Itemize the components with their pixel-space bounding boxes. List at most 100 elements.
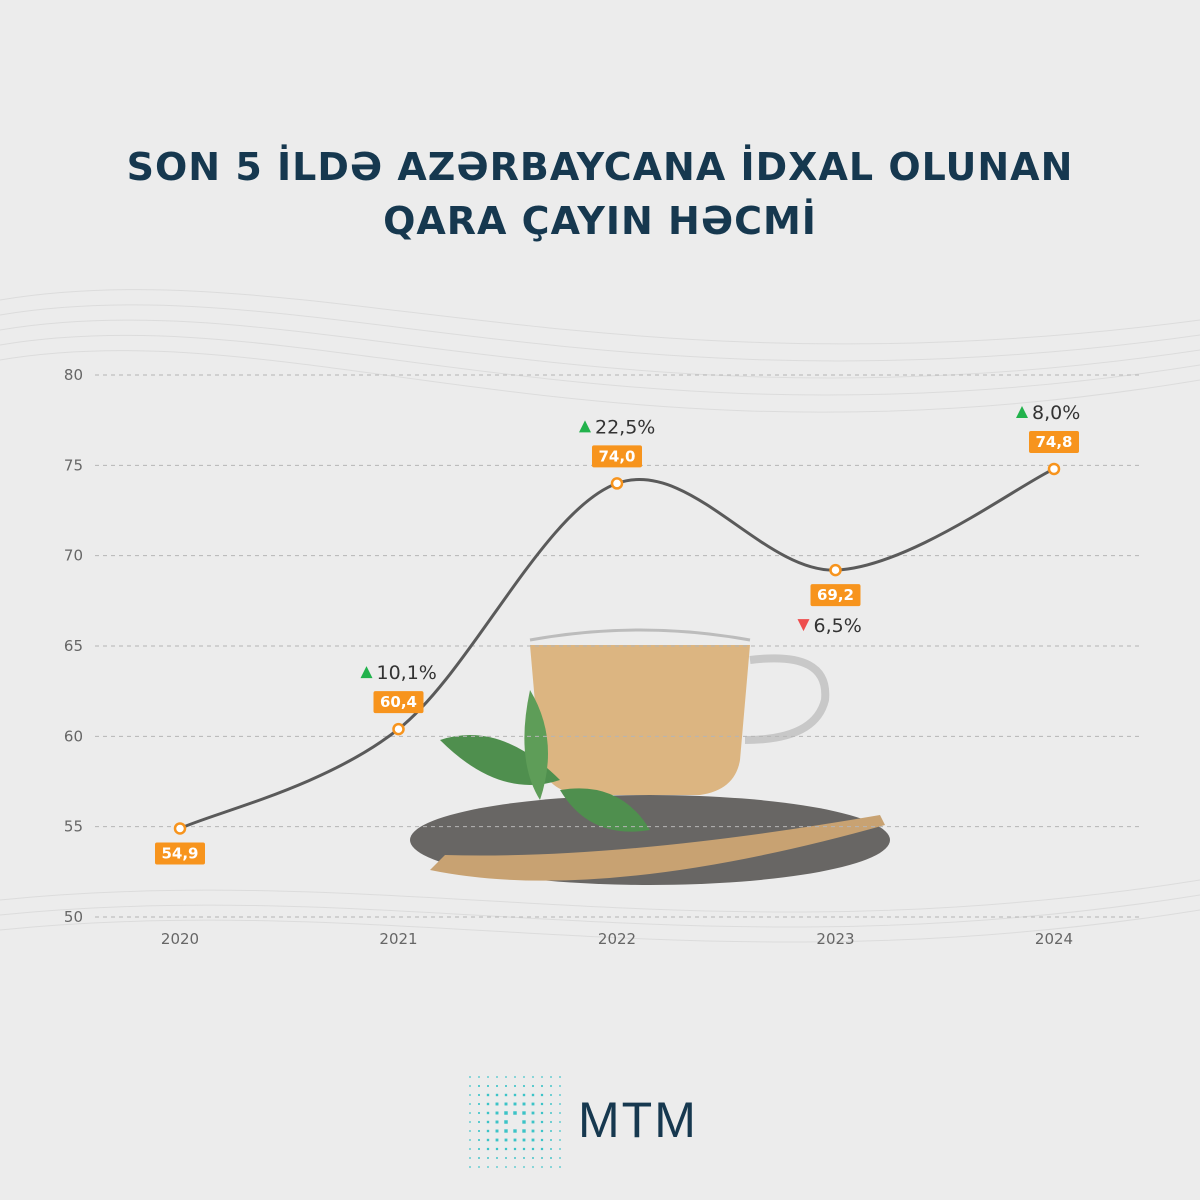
logo-dot xyxy=(514,1076,516,1078)
logo-dot xyxy=(522,1138,526,1142)
logo-dot xyxy=(522,1129,526,1133)
value-label-text: 69,2 xyxy=(817,586,854,604)
logo-dot xyxy=(478,1094,480,1096)
logo-dot xyxy=(487,1157,489,1159)
change-text: 6,5% xyxy=(814,615,862,637)
logo-dot xyxy=(504,1102,508,1106)
y-tick-label: 75 xyxy=(64,456,83,474)
logo-dot xyxy=(523,1166,525,1168)
logo-dot xyxy=(531,1147,535,1151)
logo-dot xyxy=(531,1129,535,1133)
logo-dot xyxy=(540,1102,544,1106)
logo-dot xyxy=(550,1130,552,1132)
logo-dot xyxy=(478,1130,480,1132)
logo-dot xyxy=(496,1166,498,1168)
logo-dot xyxy=(523,1085,525,1087)
logo-dot xyxy=(559,1103,561,1105)
logo-dot xyxy=(495,1093,499,1097)
logo-dot xyxy=(469,1139,471,1141)
logo-dot xyxy=(504,1120,508,1124)
logo-dot xyxy=(514,1085,516,1087)
logo-dot xyxy=(478,1085,480,1087)
logo-dot xyxy=(559,1148,561,1150)
y-axis: 50 55 60 65 70 75 80 xyxy=(64,366,83,926)
logo-dot xyxy=(532,1085,534,1087)
logo-dot xyxy=(540,1093,544,1097)
logo-dot xyxy=(522,1093,526,1097)
logo-dot xyxy=(495,1129,499,1133)
logo-dot xyxy=(495,1147,499,1151)
value-label: 74,0 xyxy=(592,445,642,468)
logo-dot xyxy=(469,1094,471,1096)
logo-dot xyxy=(550,1076,552,1078)
logo-dot xyxy=(486,1147,490,1151)
logo-dot xyxy=(531,1093,535,1097)
logo-dot xyxy=(504,1138,508,1142)
logo-dot xyxy=(514,1157,516,1159)
logo-dot xyxy=(486,1111,490,1115)
logo-dot xyxy=(513,1129,517,1133)
logo-dot xyxy=(469,1157,471,1159)
logo-dot xyxy=(505,1166,507,1168)
value-label: 74,8 xyxy=(1029,430,1079,453)
y-tick-label: 70 xyxy=(64,547,83,565)
logo-dot xyxy=(531,1120,535,1124)
value-label-bg xyxy=(1029,430,1079,453)
value-label-text: 60,4 xyxy=(380,693,417,711)
data-point xyxy=(392,722,405,736)
logo-dot xyxy=(504,1093,508,1097)
logo-dot xyxy=(504,1147,508,1151)
logo-dot xyxy=(495,1138,499,1142)
logo-dot xyxy=(541,1157,543,1159)
logo-dot xyxy=(469,1112,471,1114)
logo-dot xyxy=(532,1076,534,1078)
triangle-up-icon xyxy=(579,420,591,433)
logo-dot xyxy=(478,1148,480,1150)
logo-dot xyxy=(559,1166,561,1168)
value-label: 60,4 xyxy=(373,691,424,714)
logo-dot xyxy=(532,1157,534,1159)
logo-dot xyxy=(559,1130,561,1132)
mtm-logo-icon xyxy=(469,1076,561,1168)
logo-dot xyxy=(505,1085,507,1087)
logo-dot xyxy=(469,1148,471,1150)
data-point xyxy=(829,563,842,577)
logo-dot xyxy=(469,1130,471,1132)
logo-dot xyxy=(505,1157,507,1159)
logo-dot xyxy=(478,1157,480,1159)
logo-dot xyxy=(478,1076,480,1078)
logo-dot xyxy=(559,1139,561,1141)
value-labels: 54,9 60,4 74,0 69,2 74,8 xyxy=(155,430,1079,865)
value-label-text: 74,0 xyxy=(598,447,635,465)
triangle-up-icon xyxy=(1016,405,1028,418)
logo-dot xyxy=(550,1157,552,1159)
logo-dot xyxy=(496,1076,498,1078)
logo-dot xyxy=(486,1120,490,1124)
logo-dot xyxy=(486,1093,490,1097)
logo-dot xyxy=(541,1085,543,1087)
logo-dot xyxy=(513,1138,517,1142)
logo-dot xyxy=(523,1076,525,1078)
logo-dot xyxy=(541,1166,543,1168)
value-label: 69,2 xyxy=(810,584,861,607)
logo-dot xyxy=(504,1111,508,1115)
logo-dot xyxy=(523,1157,525,1159)
logo-dot xyxy=(522,1147,526,1151)
chart-title: SON 5 İLDƏ AZƏRBAYCANA İDXAL OLUNAN QARA… xyxy=(0,140,1200,248)
logo-dot xyxy=(550,1148,552,1150)
logo-dot xyxy=(531,1102,535,1106)
logo-dot xyxy=(550,1121,552,1123)
y-tick-label: 80 xyxy=(64,366,83,384)
logo-dot xyxy=(504,1129,508,1133)
logo-dot xyxy=(559,1085,561,1087)
value-label-text: 54,9 xyxy=(161,844,198,862)
x-tick-label: 2021 xyxy=(379,930,417,948)
logo-dot xyxy=(550,1139,552,1141)
logo-dot xyxy=(486,1102,490,1106)
triangle-down-icon xyxy=(797,619,810,632)
logo-dot xyxy=(513,1111,517,1115)
chart-title-line1: SON 5 İLDƏ AZƏRBAYCANA İDXAL OLUNAN xyxy=(126,145,1074,189)
logo-dot xyxy=(559,1121,561,1123)
value-label-bg xyxy=(592,445,642,468)
